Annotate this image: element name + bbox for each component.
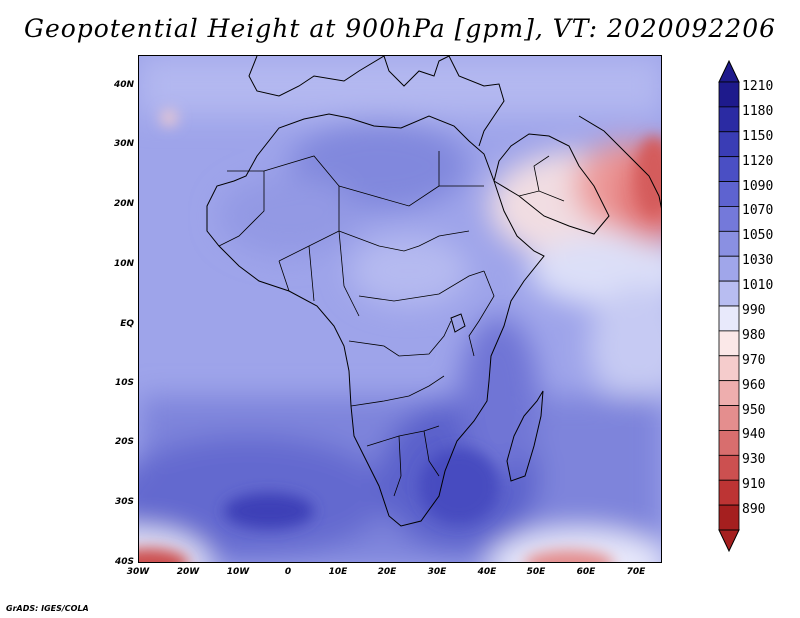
colorbar-tick-label: 1120 [742, 153, 774, 169]
chart-title: Geopotential Height at 900hPa [gpm], VT:… [23, 14, 777, 43]
colorbar-segment [718, 504, 740, 531]
colorbar-segment [718, 454, 740, 481]
lat-tick-label: 10N [113, 259, 134, 269]
colorbar-tick-label: 940 [742, 427, 766, 443]
colorbar-segment [718, 305, 740, 332]
lon-tick-label: 10E [328, 567, 348, 577]
field-region-mozambique-channel [459, 316, 539, 476]
lon-tick-label: 20E [377, 567, 397, 577]
field-core-island-low [161, 110, 177, 126]
colorbar-tick-label: 1180 [742, 103, 774, 119]
lat-tick-label: 20N [113, 199, 134, 209]
coastline-iberia-europe [248, 56, 385, 97]
coastline-persia-india [578, 115, 661, 209]
border-central-africa [358, 270, 485, 302]
colorbar-tick-label: 1030 [742, 253, 774, 269]
border-chad-sudan [338, 230, 470, 252]
field-region-indian-ocean-east [589, 286, 661, 406]
colorbar-tick-label: 960 [742, 377, 766, 393]
colorbar-segment [718, 430, 740, 456]
colorbar-tick-label: 990 [742, 302, 766, 318]
lon-tick-label: 10W [226, 567, 250, 577]
colorbar-tick-label: 890 [742, 502, 766, 518]
colorbar-tick-label: 1210 [742, 78, 774, 94]
border-sahara-west [218, 170, 265, 247]
border-congo [348, 320, 452, 357]
lat-tick-label: 30N [113, 139, 134, 149]
colorbar-tick-label: 910 [742, 477, 766, 493]
lat-tick-label: 40N [113, 80, 134, 90]
lon-tick-label: 30E [427, 567, 447, 577]
field-core-southern-africa-high [419, 448, 499, 524]
colorbar-bottom-triangle [718, 529, 740, 552]
map-canvas [139, 56, 661, 562]
colorbar-tick-label: 1070 [742, 203, 774, 219]
border-southern-africa-c [423, 430, 440, 477]
field-core-southeast-low [524, 550, 614, 562]
field-region-north [139, 56, 661, 116]
colorbar-tick-label: 970 [742, 352, 766, 368]
lat-tick-label: EQ [120, 319, 134, 329]
field-region-west-sahel [219, 176, 359, 256]
colorbar-tick-label: 1090 [742, 178, 774, 194]
coastline-turkey-levant [448, 56, 505, 147]
colorbar [718, 60, 740, 552]
colorbar-segment [718, 479, 740, 506]
colorbar-top-triangle [718, 60, 740, 83]
colorbar-tick-label: 1150 [742, 128, 774, 144]
border-southern-africa-a [350, 375, 445, 407]
colorbar-tick-label: 930 [742, 452, 766, 468]
colorbar-segment [718, 106, 740, 133]
colorbar-segment [718, 81, 740, 108]
colorbar-segment [718, 131, 740, 158]
colorbar-segment [718, 280, 740, 307]
lat-tick-label: 40S [114, 557, 134, 567]
colorbar-tick-label: 1050 [742, 228, 774, 244]
colorbar-segment [718, 405, 740, 431]
border-sahara-central [263, 155, 340, 262]
colorbar-segment [718, 206, 740, 232]
lat-tick-label: 10S [114, 378, 134, 388]
map-panel [138, 55, 662, 563]
field-region-southeast-low [489, 529, 661, 562]
software-credit: GrADS: IGES/COLA [6, 604, 89, 613]
colorbar-segment [718, 230, 740, 257]
lon-tick-label: 60E [576, 567, 596, 577]
coastline-lake-victoria [450, 313, 466, 333]
lon-tick-label: 70E [626, 567, 646, 577]
field-core-southwest-low [139, 548, 189, 562]
border-west-africa [278, 230, 360, 317]
lon-tick-label: 0 [284, 567, 292, 577]
colorbar-segment [718, 380, 740, 406]
colorbar-tick-label: 980 [742, 327, 766, 343]
colorbar-segment [718, 330, 740, 357]
coastline-madagascar [506, 390, 544, 482]
border-arabia [518, 155, 565, 202]
lon-tick-label: 30W [126, 567, 150, 577]
border-libya-egypt [338, 151, 440, 207]
border-southern-africa-b [366, 425, 440, 497]
colorbar-segment [718, 355, 740, 382]
lon-tick-label: 50E [526, 567, 546, 577]
lat-tick-label: 30S [114, 497, 134, 507]
lon-tick-label: 40E [477, 567, 497, 577]
border-east-africa [468, 270, 495, 357]
lat-tick-label: 20S [114, 437, 134, 447]
coastline-africa [206, 113, 545, 527]
colorbar-segment [718, 181, 740, 207]
coastline-italy-greece [383, 56, 450, 87]
lon-tick-label: 20W [176, 567, 200, 577]
colorbar-segment [718, 156, 740, 182]
field-core-south-atlantic-high [224, 493, 314, 529]
field-region-central-africa [349, 236, 469, 306]
colorbar-tick-label: 1010 [742, 278, 774, 294]
colorbar-segment [718, 255, 740, 282]
coastline-arabia [493, 133, 610, 235]
colorbar-tick-label: 950 [742, 402, 766, 418]
